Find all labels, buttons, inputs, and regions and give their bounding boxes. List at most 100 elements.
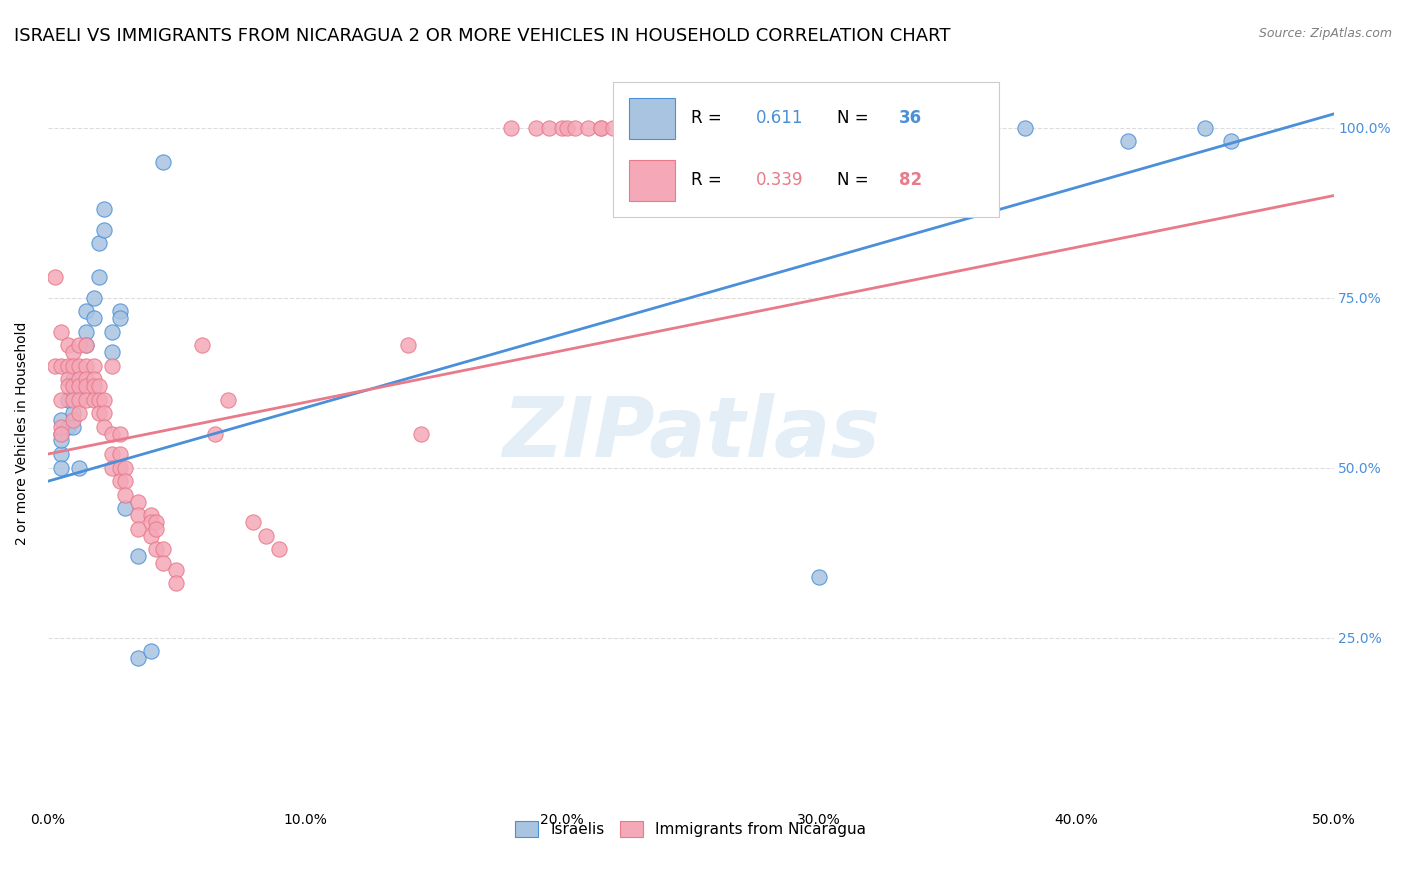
Point [93, 392, 115, 407]
Point [152, 154, 174, 169]
Point [165, 563, 187, 577]
Point [49, 392, 72, 407]
Point [62, 372, 84, 386]
Point [49, 413, 72, 427]
Point [139, 644, 162, 658]
Point [58, 372, 80, 386]
Point [67, 379, 90, 393]
Point [75, 338, 97, 352]
Point [49, 426, 72, 441]
Point [89, 406, 111, 420]
Point [1219, 134, 1241, 148]
Point [44, 359, 66, 373]
Point [127, 494, 149, 508]
Point [89, 392, 111, 407]
Point [62, 379, 84, 393]
Point [108, 447, 131, 461]
Text: ISRAELI VS IMMIGRANTS FROM NICARAGUA 2 OR MORE VEHICLES IN HOUSEHOLD CORRELATION: ISRAELI VS IMMIGRANTS FROM NICARAGUA 2 O… [14, 27, 950, 45]
Point [67, 372, 90, 386]
Point [1014, 120, 1036, 135]
Point [555, 120, 578, 135]
Point [89, 270, 111, 285]
Point [62, 379, 84, 393]
Point [1116, 134, 1139, 148]
Point [564, 120, 586, 135]
Point [114, 475, 136, 489]
Point [127, 522, 149, 536]
Point [75, 325, 97, 339]
Point [83, 291, 105, 305]
Point [83, 392, 105, 407]
Point [83, 311, 105, 326]
Point [108, 475, 131, 489]
Point [75, 392, 97, 407]
Point [524, 120, 547, 135]
Point [58, 392, 80, 407]
Point [589, 120, 612, 135]
Point [67, 406, 90, 420]
Point [602, 120, 624, 135]
Point [145, 522, 167, 536]
Point [589, 120, 612, 135]
Point [654, 120, 676, 135]
Point [93, 406, 115, 420]
Point [49, 426, 72, 441]
Point [152, 542, 174, 557]
Point [191, 338, 214, 352]
Point [576, 120, 599, 135]
Point [75, 379, 97, 393]
Y-axis label: 2 or more Vehicles in Household: 2 or more Vehicles in Household [15, 322, 30, 545]
Point [108, 311, 131, 326]
Point [49, 434, 72, 448]
Point [58, 420, 80, 434]
Point [75, 372, 97, 386]
Point [679, 120, 702, 135]
Point [101, 426, 124, 441]
Point [551, 120, 574, 135]
Point [89, 236, 111, 251]
Point [83, 359, 105, 373]
Point [101, 460, 124, 475]
Point [75, 304, 97, 318]
Point [62, 413, 84, 427]
Point [49, 460, 72, 475]
Point [67, 460, 90, 475]
Point [93, 202, 115, 217]
Point [101, 447, 124, 461]
Point [101, 345, 124, 359]
Point [269, 542, 291, 557]
Point [49, 325, 72, 339]
Point [114, 488, 136, 502]
Point [44, 270, 66, 285]
Point [127, 549, 149, 563]
Point [108, 460, 131, 475]
Legend: Israelis, Immigrants from Nicaragua: Israelis, Immigrants from Nicaragua [508, 814, 873, 845]
Point [1194, 120, 1216, 135]
Point [83, 379, 105, 393]
Point [67, 379, 90, 393]
Point [108, 304, 131, 318]
Point [152, 556, 174, 570]
Point [49, 447, 72, 461]
Point [145, 515, 167, 529]
Point [614, 120, 637, 135]
Point [62, 359, 84, 373]
Point [114, 501, 136, 516]
Point [217, 392, 239, 407]
Text: ZIPatlas: ZIPatlas [502, 393, 880, 475]
Point [101, 359, 124, 373]
Point [409, 426, 432, 441]
Point [89, 379, 111, 393]
Point [93, 222, 115, 236]
Point [145, 542, 167, 557]
Point [139, 515, 162, 529]
Point [101, 325, 124, 339]
Point [538, 120, 561, 135]
Point [62, 406, 84, 420]
Point [62, 345, 84, 359]
Point [139, 529, 162, 543]
Point [67, 338, 90, 352]
Point [62, 420, 84, 434]
Point [499, 120, 522, 135]
Point [139, 508, 162, 523]
